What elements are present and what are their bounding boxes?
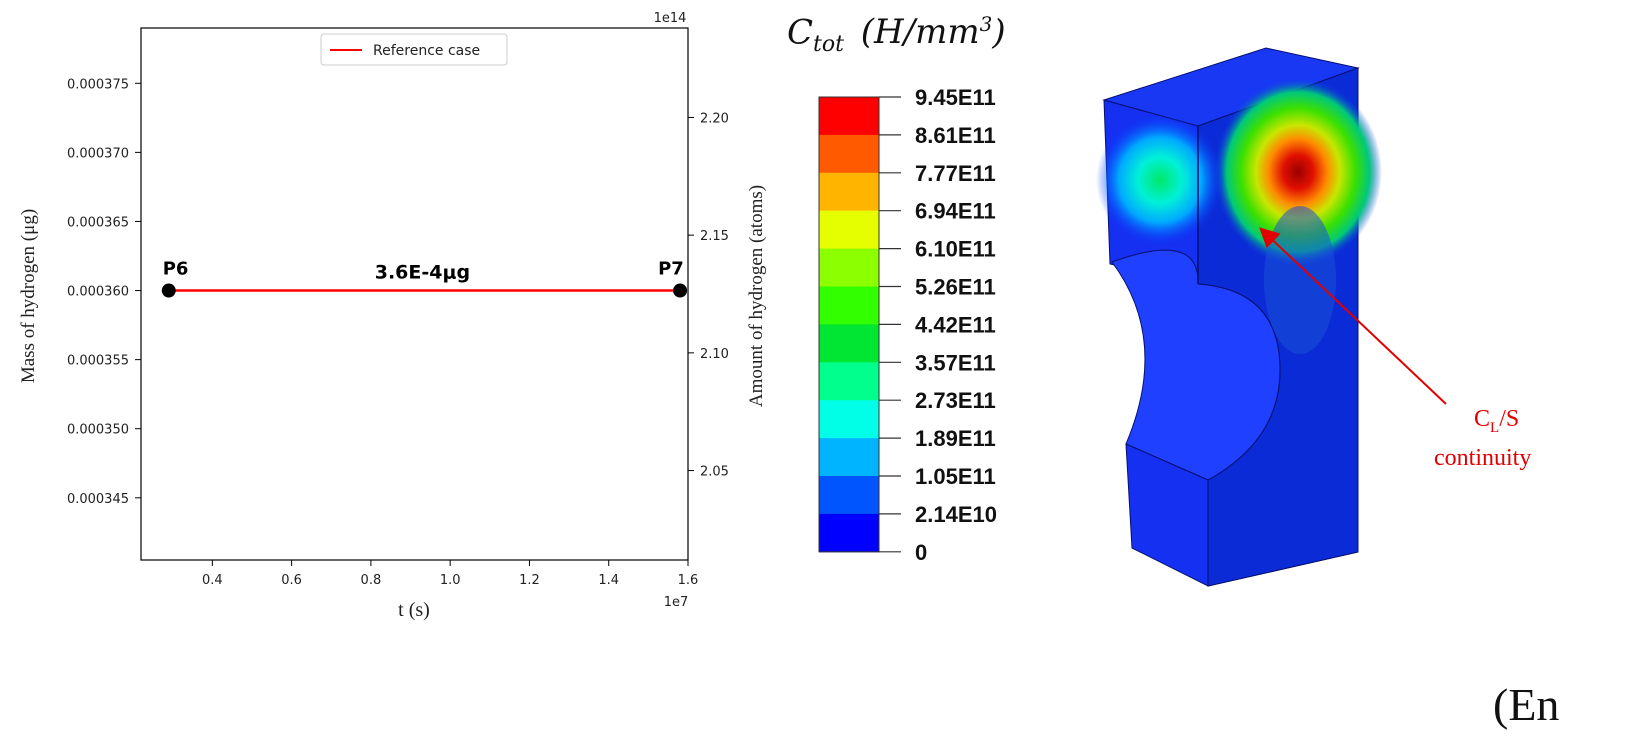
x-tick-label: 0.6 (281, 573, 302, 588)
x-tick-label: 1.4 (598, 573, 619, 588)
colorbar-segment (819, 362, 879, 401)
right-y-axis-ticks: 2.05 2.10 2.15 2.20 (688, 111, 729, 480)
corner-text: (En (1493, 679, 1560, 730)
right-y-axis-label: Amount of hydrogen (atoms) (746, 185, 767, 407)
colorbar-label: 4.42E11 (915, 312, 996, 337)
colorbar-title: Ctot (H/mm3) (787, 12, 1006, 58)
colorbar-label: 6.94E11 (915, 199, 996, 224)
continuity-arrow (1259, 227, 1447, 405)
colorbar-segment (819, 513, 879, 553)
legend: Reference case (320, 33, 508, 66)
continuity-annotation: CL/S continuity (1434, 406, 1532, 471)
wake-contour (1264, 206, 1336, 354)
colorbar-segment (819, 400, 879, 439)
point-label: P6 (163, 259, 189, 280)
colorbar-segment (819, 286, 879, 325)
left-y-axis-ticks: 0.000345 0.000350 0.000355 0.000360 0.000365… (67, 77, 141, 507)
y-left-tick-label: 0.000350 (67, 423, 129, 438)
colorbar-label: 6.10E11 (915, 237, 996, 262)
series-layer: P6 P7 3.6E-4μg (161, 259, 688, 298)
plot-frame (140, 27, 689, 561)
y-left-tick-label: 0.000365 (67, 215, 129, 230)
x-tick-label: 0.8 (361, 573, 382, 588)
x-tick-label: 1.6 (678, 573, 699, 588)
model-notch (1111, 249, 1281, 481)
colorbar-label: 7.77E11 (915, 161, 996, 186)
colorbar-label: 0 (915, 540, 927, 565)
model-front-lower (1125, 443, 1209, 587)
data-point (161, 283, 176, 298)
hotspot-contour (1214, 78, 1382, 266)
colorbar-label: 3.57E11 (915, 350, 996, 375)
colorbar-label: 2.73E11 (915, 388, 996, 413)
y-left-tick-label: 0.000360 (67, 285, 129, 300)
y-left-tick-label: 0.000370 (67, 146, 129, 161)
hydrogen-mass-chart: 0.4 0.6 0.8 1.0 1.2 1.4 1.6 0.0003450.0003500.… (18, 11, 767, 621)
x-tick-label: 0.4 (202, 573, 223, 588)
colorbar-segment (819, 248, 879, 287)
colorbar-segment (819, 97, 879, 136)
colorbar-segment (819, 438, 879, 477)
y-left-tick-label: 0.000355 (67, 354, 129, 369)
y-right-offset-label: 1e14 (654, 11, 687, 26)
legend-label: Reference case (373, 43, 480, 59)
colorbar-label: 1.05E11 (915, 464, 996, 489)
left-y-axis-label: Mass of hydrogen (μg) (18, 209, 39, 383)
colorbar-label: 1.89E11 (915, 426, 996, 451)
value-annotation: 3.6E-4μg (375, 262, 470, 284)
x-offset-label: 1e7 (664, 595, 689, 610)
x-axis-ticks: 0.4 0.6 0.8 1.0 1.2 1.4 1.6 (202, 560, 698, 588)
fem-model-render (1096, 47, 1382, 587)
colorbar-segment (819, 210, 879, 250)
x-tick-label: 1.2 (519, 573, 540, 588)
y-left-tick-label: 0.000375 (67, 77, 129, 92)
colorbar-segment (819, 172, 879, 212)
y-right-tick-label: 2.15 (700, 229, 729, 244)
colorbar-segment (819, 476, 879, 515)
data-point (673, 283, 688, 298)
coolspot-contour (1096, 114, 1224, 246)
y-right-tick-label: 2.20 (700, 111, 729, 126)
colorbar-segment (819, 134, 879, 174)
colorbar-label: 8.61E11 (915, 123, 996, 148)
colorbar-label: 5.26E11 (915, 275, 996, 300)
point-label: P7 (658, 259, 684, 280)
y-left-tick-label: 0.000345 (67, 492, 129, 507)
colorbar-label: 9.45E11 (915, 85, 996, 110)
x-axis-label: t (s) (398, 599, 430, 621)
colorbar-segment (819, 324, 879, 363)
y-right-tick-label: 2.05 (700, 465, 729, 480)
colorbar: 9.45E11 8.61E11 7.77E11 6.94E11 6.10E11 5.26E… (818, 85, 997, 565)
x-tick-label: 1.0 (440, 573, 461, 588)
y-right-tick-label: 2.10 (700, 347, 729, 362)
colorbar-label: 2.14E10 (915, 502, 997, 527)
